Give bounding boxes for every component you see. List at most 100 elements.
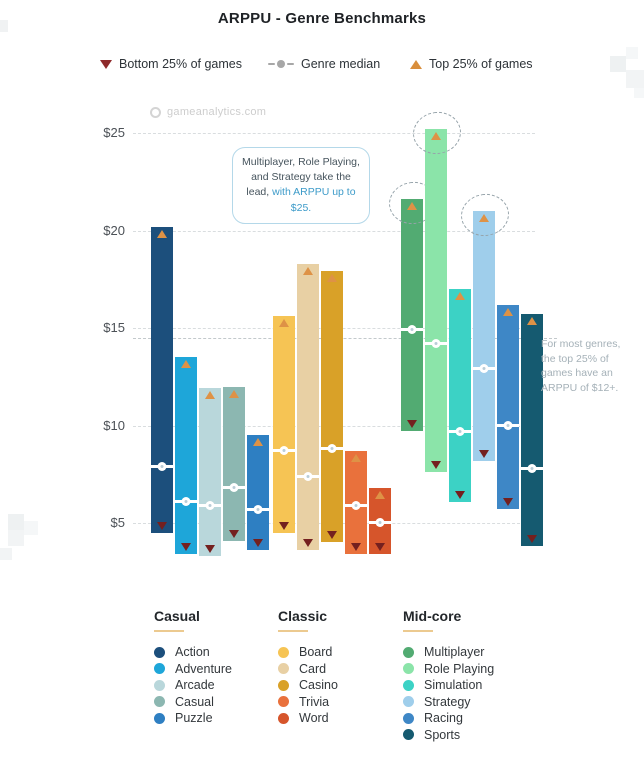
legend-swatch	[278, 712, 289, 724]
top-quartile-marker	[503, 307, 513, 316]
top-quartile-marker	[205, 391, 215, 400]
bottom-quartile-marker	[229, 529, 239, 538]
median-marker-dot	[479, 364, 489, 374]
legend-label-median: Genre median	[301, 57, 381, 71]
median-marker-dot	[303, 471, 313, 481]
bottom-quartile-marker	[527, 535, 537, 544]
legend-item-card: Card	[278, 661, 338, 678]
legend-swatch	[278, 646, 289, 658]
median-marker-dot	[253, 504, 263, 514]
legend-label-top25: Top 25% of games	[429, 57, 533, 71]
legend-swatch	[154, 696, 165, 708]
legend-item-sports: Sports	[403, 727, 494, 744]
median-marker-dot	[455, 426, 465, 436]
pixel-decoration	[0, 548, 12, 560]
pixel-decoration	[8, 514, 24, 530]
legend-item-top25: Top 25% of games	[410, 55, 533, 73]
legend-label: Arcade	[175, 678, 215, 693]
bottom-quartile-marker	[431, 461, 441, 470]
bottom-quartile-marker	[327, 531, 337, 540]
top-quartile-marker	[407, 202, 417, 211]
median-marker-dot	[527, 463, 537, 473]
legend-item-casual: Casual	[154, 694, 232, 711]
highlight-circle	[410, 108, 464, 158]
pixel-decoration	[626, 47, 638, 59]
triangle-down-icon	[100, 59, 112, 69]
legend-item-bottom25: Bottom 25% of games	[100, 55, 242, 73]
bottom-quartile-marker	[455, 490, 465, 499]
legend-item-median: Genre median	[268, 55, 380, 73]
top-quartile-marker	[181, 360, 191, 369]
legend-item-racing: Racing	[403, 710, 494, 727]
top-quartile-marker	[253, 438, 263, 447]
legend-swatch	[154, 663, 165, 675]
legend-label: Word	[299, 711, 329, 726]
legend-swatch	[154, 646, 165, 658]
pixel-decoration	[0, 20, 8, 32]
watermark: gameanalytics.com	[150, 106, 266, 118]
legend-item-puzzle: Puzzle	[154, 710, 232, 727]
top-quartile-marker	[279, 319, 289, 328]
bar-role-playing	[425, 129, 447, 473]
legend-item-arcade: Arcade	[154, 677, 232, 694]
legend-label: Strategy	[424, 694, 471, 709]
top-legend: Bottom 25% of games Genre median Top 25%…	[0, 55, 644, 73]
legend-label: Adventure	[175, 661, 232, 676]
bottom-quartile-marker	[479, 449, 489, 458]
median-marker-dot	[503, 420, 513, 430]
bar-card	[297, 263, 319, 551]
legend-header: Casual	[154, 608, 200, 624]
legend-swatch	[154, 679, 165, 691]
median-marker-dot	[157, 461, 167, 471]
y-axis-label: $15	[103, 320, 125, 335]
legend-item-word: Word	[278, 710, 338, 727]
legend-item-board: Board	[278, 644, 338, 661]
legend-item-trivia: Trivia	[278, 694, 338, 711]
legend-swatch	[403, 696, 414, 708]
median-marker-dot	[431, 339, 441, 349]
pixel-decoration	[8, 530, 24, 546]
legend-item-role-playing: Role Playing	[403, 661, 494, 678]
bottom-quartile-marker	[157, 521, 167, 530]
legend-header-underline	[154, 630, 184, 632]
median-marker-dot	[229, 483, 239, 493]
legend-header: Mid-core	[403, 608, 462, 624]
legend-label: Trivia	[299, 694, 330, 709]
legend-label-bottom25: Bottom 25% of games	[119, 57, 242, 71]
y-axis-label: $25	[103, 125, 125, 140]
watermark-text: gameanalytics.com	[167, 106, 267, 118]
legend-swatch	[403, 646, 414, 658]
y-axis-label: $5	[110, 515, 125, 530]
gridline	[133, 133, 535, 134]
legend-label: Action	[175, 645, 210, 660]
chart-title: ARPPU - Genre Benchmarks	[217, 10, 427, 27]
legend-swatch	[403, 663, 414, 675]
legend-group-mid-core: Mid-core Multiplayer Role Playing Simulatio…	[403, 608, 494, 743]
legend-label: Sports	[424, 727, 461, 742]
top-quartile-marker	[479, 214, 489, 222]
annotation-text: Multiplayer, Role Playing, and Strategy …	[242, 156, 360, 199]
bottom-quartile-marker	[181, 543, 191, 552]
median-marker-dot	[279, 446, 289, 456]
median-icon	[268, 60, 294, 68]
bar-adventure	[175, 357, 197, 555]
bottom-quartile-marker	[279, 521, 289, 530]
top-quartile-marker	[157, 229, 167, 238]
annotation-highlight-text: with ARPPU up to $25.	[272, 186, 356, 214]
top-quartile-marker	[303, 266, 313, 275]
bottom-quartile-marker	[253, 539, 263, 548]
legend-header-underline	[403, 630, 433, 632]
pixel-decoration	[610, 56, 626, 72]
legend-label: Role Playing	[424, 661, 495, 676]
top-quartile-marker	[431, 132, 441, 141]
top-quartile-marker	[229, 389, 239, 398]
bar-simulation	[449, 289, 471, 502]
legend-swatch	[278, 679, 289, 691]
bar-racing	[497, 304, 519, 510]
bar-casino	[321, 271, 343, 543]
median-marker-dot	[205, 500, 215, 510]
median-marker-dot	[327, 444, 337, 454]
top-quartile-marker	[351, 453, 361, 462]
bar-sports	[521, 314, 543, 547]
